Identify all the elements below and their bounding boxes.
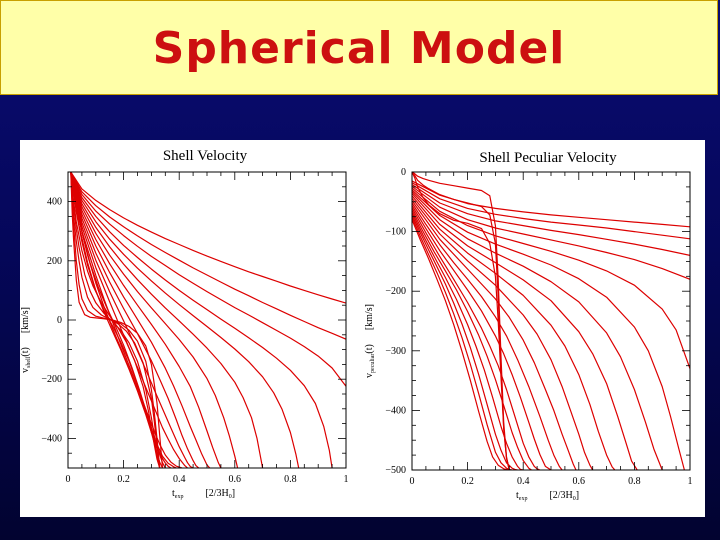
series-line-12 [70, 172, 188, 468]
y-tick-label: −200 [41, 374, 62, 385]
x-tick-label: 0 [66, 474, 71, 485]
y-tick-label: −300 [385, 346, 406, 357]
x-tick-label: 0.8 [284, 474, 297, 485]
series-line-7 [70, 172, 239, 468]
x-axis-label: texp [2/3H0] [172, 488, 235, 500]
series-line-22 [412, 172, 510, 470]
series-line-13 [412, 205, 552, 470]
series-line-2 [412, 182, 690, 240]
series-line-8 [412, 193, 638, 470]
series-group [70, 172, 346, 468]
plot-frame [411, 171, 691, 471]
series-line-15 [412, 209, 532, 470]
title-bar: Spherical Model [0, 0, 718, 95]
series-line-10 [70, 172, 200, 468]
x-tick-label: 0.6 [573, 476, 586, 487]
y-tick-label: −400 [41, 433, 62, 444]
series-line-6 [70, 172, 264, 468]
series-group [412, 172, 690, 470]
series-line-18 [412, 217, 513, 470]
series-line-14 [412, 207, 541, 470]
y-tick-label: −100 [385, 227, 406, 238]
series-line-17 [412, 214, 518, 470]
y-tick-label: 400 [47, 197, 62, 208]
series-line-4 [70, 172, 333, 468]
y-tick-label: 200 [47, 256, 62, 267]
y-axis-label: vshell(t)[km/s] [20, 307, 32, 373]
series-line-16 [412, 212, 524, 470]
x-tick-label: 1 [688, 476, 693, 487]
series-line-4 [412, 185, 690, 280]
chart-2: 0 0.2 0.4 0.6 0.8 1 0 −100 −200 −300 −400 −500 Shell… [364, 150, 693, 502]
series-line-22 [70, 172, 164, 468]
series-line-9 [70, 172, 211, 468]
chart-title: Shell Velocity [163, 148, 248, 164]
series-line-6 [412, 189, 685, 470]
series-line-11 [70, 172, 194, 468]
x-tick-label: 0 [410, 476, 415, 487]
y-axis-label: vpeculiar(t)[km/s] [364, 304, 376, 378]
series-line-11 [412, 200, 577, 470]
x-tick-label: 0.4 [517, 476, 530, 487]
x-axis-label: texp [2/3H0] [516, 490, 579, 502]
chart-1: 0 0.2 0.4 0.6 0.8 1 400 200 0 −200 −400 Shell Veloc… [20, 148, 349, 500]
y-tick-label: −500 [385, 465, 406, 476]
series-line-2 [70, 172, 346, 340]
series-line-9 [412, 195, 616, 470]
x-tick-label: 0.6 [229, 474, 242, 485]
slide-title: Spherical Model [152, 23, 566, 74]
y-tick-label: −400 [385, 405, 406, 416]
x-tick-label: 0.2 [461, 476, 474, 487]
y-tick-label: 0 [401, 167, 406, 178]
series-line-12 [412, 202, 563, 470]
series-line-5 [70, 172, 300, 468]
x-tick-label: 1 [344, 474, 349, 485]
chart-title: Shell Peculiar Velocity [479, 150, 617, 166]
x-tick-label: 0.2 [117, 474, 130, 485]
series-line-5 [412, 187, 690, 369]
x-tick-label: 0.4 [173, 474, 186, 485]
series-line-7 [412, 191, 663, 470]
series-line-10 [412, 197, 594, 470]
series-line-13 [70, 172, 183, 468]
series-line-3 [70, 172, 346, 387]
series-line-8 [70, 172, 222, 468]
y-tick-label: 0 [57, 315, 62, 326]
series-line-19 [412, 219, 510, 470]
series-line-1 [70, 172, 346, 304]
x-tick-label: 0.8 [628, 476, 641, 487]
y-tick-label: −200 [385, 286, 406, 297]
series-line-3 [412, 184, 690, 256]
